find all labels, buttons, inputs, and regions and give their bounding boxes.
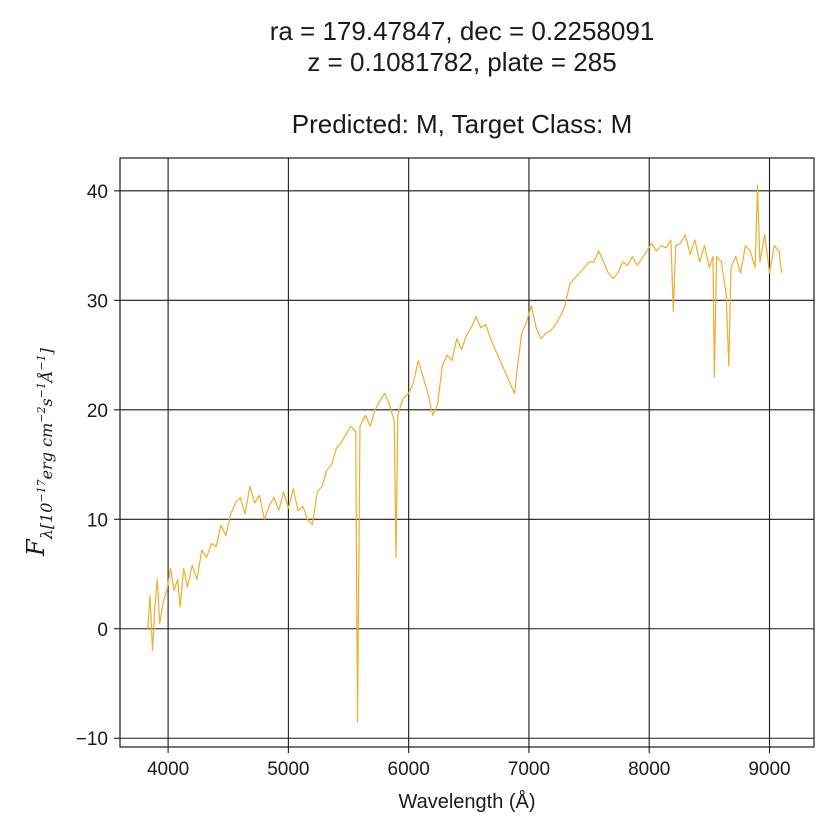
y-axis-label-exp2: −2 — [35, 407, 48, 423]
x-tick-label: 4000 — [147, 759, 189, 780]
spectrum-line — [147, 184, 783, 723]
y-axis-label: Fλ[10−17erg cm−2s−1Å−1] — [22, 347, 56, 557]
y-tick-label: 20 — [87, 401, 108, 422]
grid — [120, 158, 814, 747]
y-tick-label: −10 — [76, 729, 108, 750]
y-axis-label-sub: λ[10 — [37, 503, 56, 541]
x-axis-label: Wavelength (Å) — [398, 790, 535, 813]
y-axis-label-exp4: −1 — [35, 354, 48, 370]
y-axis-label-mid2: s — [37, 398, 56, 406]
x-tick-label: 8000 — [628, 759, 670, 780]
axis-ticks: 4000 5000 6000 7000 8000 9000 −10 0 10 20 30 40 — [76, 182, 791, 780]
y-tick-label: 30 — [87, 291, 108, 312]
chart-title-block: ra = 179.47847, dec = 0.2258091 z = 0.10… — [0, 16, 840, 140]
y-tick-label: 0 — [97, 620, 108, 641]
y-axis-label-main: F — [22, 538, 50, 557]
y-axis-label-end: ] — [37, 347, 56, 355]
y-tick-label: 40 — [87, 182, 108, 203]
plot-frame — [119, 157, 815, 748]
y-tick-label: 10 — [87, 510, 108, 531]
chart-title-coordinates: ra = 179.47847, dec = 0.2258091 — [269, 16, 655, 46]
x-tick-label: 9000 — [748, 759, 790, 780]
y-axis-label-mid3: Å — [36, 371, 56, 385]
y-axis-label-exp3: −1 — [35, 382, 48, 398]
spectrum-series — [147, 184, 783, 723]
chart-title-redshift-plate: z = 0.1081782, plate = 285 — [307, 47, 617, 77]
x-tick-label: 5000 — [267, 759, 309, 780]
y-axis-label-exp1: −17 — [35, 479, 48, 502]
x-tick-label: 6000 — [388, 759, 430, 780]
y-axis-label-mid1: erg cm — [37, 423, 56, 480]
x-tick-label: 7000 — [508, 759, 550, 780]
chart-title-prediction: Predicted: M, Target Class: M — [291, 109, 633, 139]
